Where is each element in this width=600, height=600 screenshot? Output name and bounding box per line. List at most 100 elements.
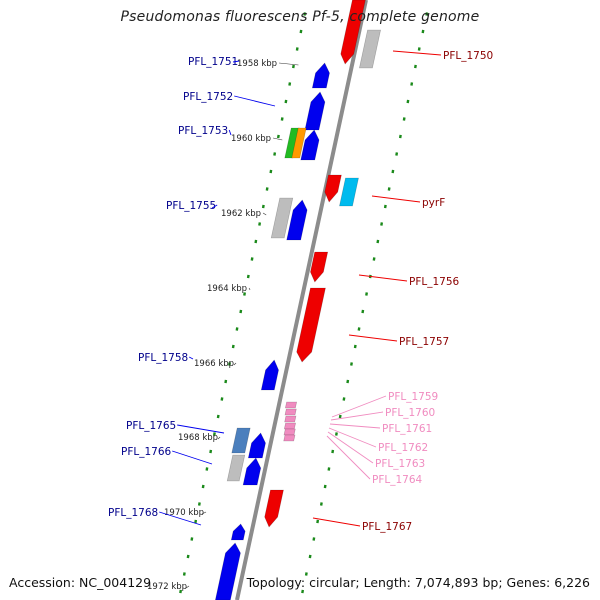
gene-label-pfl_1751[interactable]: PFL_1751 xyxy=(188,56,238,68)
gene-pfl1766[interactable] xyxy=(242,457,262,486)
gene-pfl1768-lower[interactable] xyxy=(215,542,241,600)
right-tick-6 xyxy=(402,117,406,121)
right-tick-1 xyxy=(421,29,425,34)
position-connector-0 xyxy=(279,62,299,66)
gene-leader-pfl_1756 xyxy=(358,274,408,282)
left-tick-25 xyxy=(209,449,213,454)
gene-label-pfl_1757[interactable]: PFL_1757 xyxy=(399,336,449,348)
gene-label-pfl_1768[interactable]: PFL_1768 xyxy=(108,507,158,519)
left-tick-26 xyxy=(205,467,209,471)
gene-label-pfl_1764[interactable]: PFL_1764 xyxy=(372,474,423,486)
gene-leader-pfl_1758 xyxy=(188,356,194,360)
left-tick-20 xyxy=(228,362,231,366)
gene-orange[interactable] xyxy=(291,127,307,159)
gene-pfl1758[interactable] xyxy=(260,359,279,391)
right-tick-25 xyxy=(331,449,335,454)
gene-grey-lower[interactable] xyxy=(226,454,246,482)
gene-label-pfl_1752[interactable]: PFL_1752 xyxy=(183,91,233,103)
right-tick-2 xyxy=(417,47,421,51)
gene-label-pfl_1760[interactable]: PFL_1760 xyxy=(385,407,435,419)
gene-label-pfl_1767[interactable]: PFL_1767 xyxy=(362,521,412,533)
position-connector-7 xyxy=(185,585,190,589)
left-tick-15 xyxy=(246,274,250,279)
left-tick-32 xyxy=(182,572,186,576)
gene-label-pfl_1761[interactable]: PFL_1761 xyxy=(382,423,432,435)
gene-leader-pfl_1759 xyxy=(331,395,387,418)
gene-label-pfl_1755[interactable]: PFL_1755 xyxy=(166,200,216,212)
gene-pink-1[interactable] xyxy=(284,401,298,409)
right-tick-28 xyxy=(319,502,323,506)
gene-leader-pfl_1750 xyxy=(392,50,442,56)
gene-pfl1767[interactable] xyxy=(264,489,284,528)
right-tick-22 xyxy=(342,397,346,401)
gene-pink-5[interactable] xyxy=(283,428,296,436)
left-tick-31 xyxy=(186,554,190,559)
left-tick-9 xyxy=(269,169,273,174)
gene-leader-pfl_1767 xyxy=(312,517,361,527)
left-tick-5 xyxy=(284,99,288,104)
gene-label-pfl_1766[interactable]: PFL_1766 xyxy=(121,446,172,458)
gene-label-pyrf[interactable]: pyrF xyxy=(422,197,445,209)
gene-grey-middle[interactable] xyxy=(270,197,294,239)
gene-pfl1753[interactable] xyxy=(300,129,320,161)
left-tick-24 xyxy=(213,432,216,436)
gene-pyrF-reverse[interactable] xyxy=(324,174,342,203)
gene-label-pfl_1753[interactable]: PFL_1753 xyxy=(178,125,228,137)
right-tick-12 xyxy=(380,222,384,226)
gene-pfl1768[interactable] xyxy=(230,523,246,541)
right-tick-10 xyxy=(387,187,391,191)
gene-label-pfl_1750[interactable]: PFL_1750 xyxy=(443,50,493,62)
gene-label-pfl_1765[interactable]: PFL_1765 xyxy=(126,420,176,432)
gene-leader-pfl_1751 xyxy=(232,60,240,63)
gene-label-pfl_1763[interactable]: PFL_1763 xyxy=(375,458,425,470)
gene-pfl1751[interactable] xyxy=(311,62,330,89)
gene-leader-pfl_1762 xyxy=(328,427,377,448)
left-tick-19 xyxy=(231,344,235,349)
gene-pfl1752[interactable] xyxy=(304,91,326,131)
position-label-5: 1968 kbp xyxy=(178,433,218,443)
right-tick-29 xyxy=(316,519,320,524)
left-tick-1 xyxy=(299,29,303,34)
left-tick-18 xyxy=(235,327,239,331)
left-tick-10 xyxy=(265,187,269,191)
gene-label-pfl_1758[interactable]: PFL_1758 xyxy=(138,352,188,364)
gene-steelblue[interactable] xyxy=(231,427,251,454)
left-tick-13 xyxy=(254,239,258,244)
gene-pfl1755[interactable] xyxy=(286,199,308,241)
gene-leader-pfl_1764 xyxy=(326,435,371,480)
gene-pfl1750-reverse[interactable] xyxy=(340,0,366,65)
left-tick-12 xyxy=(258,222,262,226)
gene-leader-pfl_1768 xyxy=(159,511,202,526)
gene-cyan[interactable] xyxy=(339,177,359,207)
accession-text: Accession: NC_004129 xyxy=(9,575,152,590)
left-tick-6 xyxy=(280,117,284,121)
position-label-0: 1958 kbp xyxy=(237,59,277,69)
position-label-3: 1964 kbp xyxy=(207,284,247,294)
left-tick-30 xyxy=(190,537,194,541)
gene-pfl1756[interactable] xyxy=(310,251,329,283)
position-connector-3 xyxy=(248,287,251,291)
gene-pink-4[interactable] xyxy=(283,422,296,430)
right-tick-9 xyxy=(391,169,395,174)
gene-pink-2[interactable] xyxy=(284,408,297,416)
left-tick-17 xyxy=(239,309,243,314)
gene-pink-6[interactable] xyxy=(283,434,296,442)
gene-pfl1757[interactable] xyxy=(296,287,326,363)
right-tick-31 xyxy=(308,554,312,559)
gene-pfl1765[interactable] xyxy=(247,432,266,459)
topology-text: Topology: circular; Length: 7,074,893 bp… xyxy=(246,575,590,590)
gene-label-pfl_1762[interactable]: PFL_1762 xyxy=(378,442,428,454)
gene-label-pfl_1756[interactable]: PFL_1756 xyxy=(409,276,460,288)
right-tick-26 xyxy=(327,467,331,471)
gene-leader-pfl_1766 xyxy=(172,450,213,465)
gene-pink-3[interactable] xyxy=(284,415,297,423)
gene-label-pfl_1759[interactable]: PFL_1759 xyxy=(388,391,438,403)
right-tick-11 xyxy=(383,204,387,209)
right-tick-17 xyxy=(361,309,365,314)
gene-grey-upper[interactable] xyxy=(359,29,381,69)
gene-leader-pfl_1755 xyxy=(211,204,218,209)
right-tick-4 xyxy=(410,82,414,86)
right-tick-13 xyxy=(376,239,380,244)
